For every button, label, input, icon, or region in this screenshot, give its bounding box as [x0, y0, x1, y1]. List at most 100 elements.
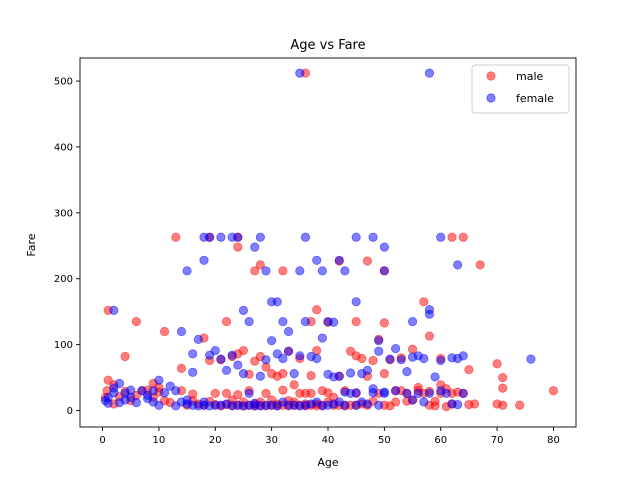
data-point-male — [233, 242, 243, 252]
x-tick-label: 0 — [99, 435, 105, 446]
data-point-male — [475, 260, 485, 270]
data-point-female — [199, 255, 209, 265]
x-axis-ticks: 0 10 20 30 40 50 60 70 80 — [99, 427, 560, 446]
data-point-female — [385, 354, 395, 364]
data-point-male — [238, 345, 249, 356]
data-point-female — [407, 395, 418, 405]
data-point-male — [498, 372, 508, 383]
data-point-female — [295, 68, 305, 78]
data-point-male — [306, 388, 316, 398]
data-point-female — [109, 305, 119, 315]
data-point-male — [548, 386, 559, 396]
data-point-female — [182, 266, 192, 276]
data-point-female — [137, 386, 147, 396]
data-point-male — [515, 400, 525, 410]
data-point-female — [233, 360, 243, 370]
data-point-female — [374, 400, 384, 410]
data-point-male — [221, 316, 232, 327]
data-point-female — [526, 354, 536, 364]
data-point-female — [216, 232, 226, 242]
data-point-male — [357, 353, 367, 364]
data-point-female — [340, 266, 350, 276]
data-point-male — [233, 390, 243, 400]
data-point-male — [391, 397, 401, 407]
data-point-male — [469, 399, 480, 409]
data-point-female — [424, 309, 435, 319]
data-point-male — [210, 388, 220, 398]
legend-box — [471, 64, 570, 114]
data-point-female — [261, 355, 271, 365]
x-tick-label: 60 — [434, 435, 447, 446]
data-point-male — [278, 385, 288, 395]
data-point-male — [351, 316, 361, 327]
series-female — [100, 68, 536, 411]
data-point-female — [148, 386, 158, 396]
data-point-female — [453, 353, 463, 364]
y-axis-label: Fare — [25, 233, 38, 256]
data-point-female — [436, 386, 446, 396]
y-tick-label: 0 — [67, 406, 73, 417]
data-point-female — [430, 372, 440, 382]
legend-marker-male — [486, 71, 496, 81]
data-point-female — [312, 255, 322, 265]
data-point-female — [114, 378, 125, 389]
data-point-female — [283, 346, 294, 356]
data-point-female — [402, 367, 412, 377]
data-point-male — [492, 359, 502, 369]
data-point-female — [255, 371, 265, 381]
data-point-male — [176, 363, 187, 373]
data-point-female — [227, 350, 237, 360]
data-point-female — [216, 354, 226, 364]
data-point-female — [453, 399, 463, 410]
data-point-male — [424, 331, 435, 341]
data-point-female — [317, 333, 327, 343]
data-point-female — [436, 355, 446, 366]
data-point-female — [351, 297, 361, 307]
data-point-female — [272, 297, 282, 307]
data-point-female — [171, 386, 181, 396]
data-point-male — [464, 365, 474, 375]
data-point-male — [498, 383, 508, 393]
data-point-female — [131, 398, 141, 408]
data-point-female — [154, 375, 164, 385]
data-point-female — [255, 232, 265, 242]
data-point-female — [300, 232, 311, 242]
data-point-male — [159, 326, 170, 337]
data-point-male — [498, 400, 508, 410]
data-point-female — [407, 316, 418, 327]
data-point-female — [154, 400, 164, 410]
data-point-female — [188, 349, 198, 359]
x-tick-label: 20 — [209, 435, 222, 446]
data-point-male — [430, 401, 440, 411]
data-point-male — [278, 369, 288, 379]
y-axis-ticks: 0 100 200 300 400 500 — [54, 77, 80, 417]
data-point-male — [289, 380, 299, 390]
data-point-female — [436, 232, 446, 242]
plot-area — [79, 57, 577, 428]
data-point-female — [159, 388, 170, 398]
data-point-female — [362, 399, 373, 409]
data-point-female — [402, 388, 412, 398]
data-point-female — [379, 242, 389, 252]
data-point-female — [238, 369, 249, 379]
data-point-male — [379, 369, 389, 379]
data-point-female — [424, 388, 435, 398]
y-tick-label: 300 — [54, 208, 73, 219]
data-point-female — [413, 388, 423, 398]
data-point-female — [103, 398, 113, 408]
data-point-female — [379, 388, 389, 398]
data-point-female — [244, 388, 254, 398]
data-point-male — [312, 305, 322, 315]
data-point-female — [351, 232, 361, 242]
data-point-female — [205, 232, 215, 242]
data-point-female — [345, 368, 356, 378]
x-axis-label: Age — [317, 456, 339, 469]
data-point-female — [419, 397, 429, 407]
data-point-female — [250, 242, 260, 252]
data-point-female — [233, 232, 243, 242]
data-point-female — [278, 353, 288, 364]
data-point-female — [334, 255, 344, 265]
data-point-male — [458, 232, 468, 242]
data-point-female — [210, 345, 220, 356]
